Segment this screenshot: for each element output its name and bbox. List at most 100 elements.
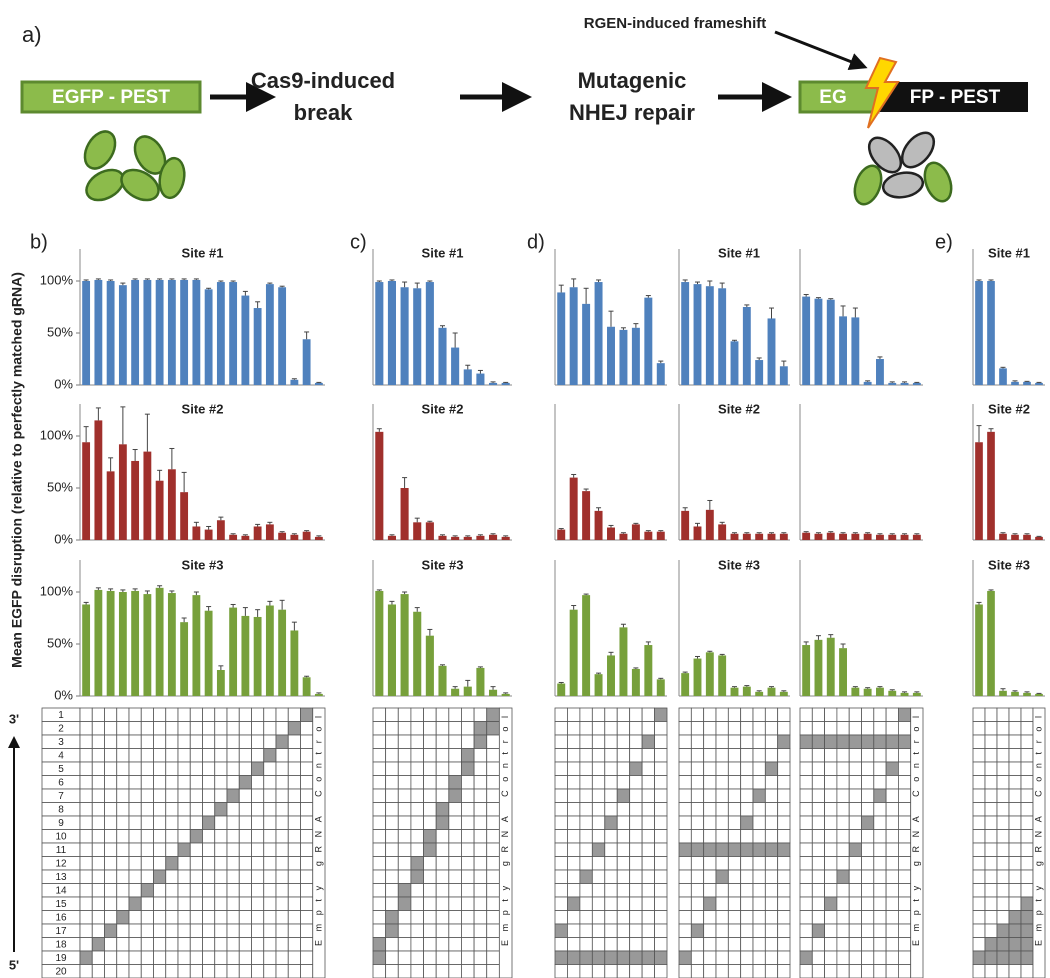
grid-cell bbox=[972, 734, 986, 749]
grid-cell bbox=[263, 842, 277, 857]
grid-cell bbox=[214, 856, 228, 871]
grid-cell bbox=[898, 964, 912, 978]
grid-cell bbox=[727, 869, 742, 884]
grid-cell bbox=[275, 937, 289, 952]
grid-cell bbox=[287, 748, 301, 763]
row-label: 9 bbox=[58, 818, 64, 829]
grid-cell bbox=[226, 964, 240, 978]
grid-cell bbox=[251, 883, 265, 898]
grid-cell bbox=[972, 707, 986, 722]
bar bbox=[1035, 693, 1043, 696]
grid-cell bbox=[140, 721, 154, 736]
grid-cell bbox=[703, 950, 717, 965]
grid-cell bbox=[385, 856, 399, 871]
grid-cell bbox=[984, 788, 998, 803]
grid-cell bbox=[165, 896, 179, 911]
grid-cell bbox=[140, 788, 154, 803]
bar bbox=[463, 536, 472, 540]
bar bbox=[451, 688, 460, 696]
grid-cell bbox=[251, 829, 265, 844]
grid-cell bbox=[604, 734, 618, 749]
bar bbox=[594, 282, 603, 385]
grid-cell bbox=[423, 775, 437, 790]
grid-cell bbox=[189, 923, 203, 938]
grid-cell bbox=[423, 869, 437, 884]
grid-cell bbox=[202, 883, 216, 898]
grid-cell bbox=[752, 829, 766, 844]
grid-cell bbox=[263, 802, 277, 817]
grid-cell bbox=[861, 950, 875, 965]
grid-cell bbox=[579, 707, 593, 722]
grid-cell bbox=[448, 896, 462, 911]
grid-cell bbox=[473, 910, 488, 925]
bar bbox=[779, 691, 788, 696]
grid-cell bbox=[604, 910, 618, 925]
grid-cell bbox=[202, 964, 216, 978]
grid-cell bbox=[140, 869, 154, 884]
grid-cell bbox=[567, 761, 581, 776]
bar bbox=[241, 615, 250, 696]
grid-cell bbox=[836, 802, 850, 817]
bar bbox=[265, 284, 274, 385]
grid-cell bbox=[397, 721, 412, 736]
grid-cell bbox=[740, 788, 754, 803]
grid-cell bbox=[616, 748, 631, 763]
grid-cell bbox=[116, 748, 130, 763]
grid-cell bbox=[116, 815, 130, 830]
grid-cell bbox=[811, 950, 825, 965]
bar bbox=[314, 536, 323, 540]
grid-cell bbox=[1020, 883, 1034, 898]
grid-cell bbox=[873, 748, 887, 763]
grid-cell bbox=[777, 937, 791, 952]
grid-cell bbox=[91, 883, 105, 898]
grid-cell bbox=[678, 815, 692, 830]
grid-cell bbox=[836, 937, 850, 952]
grid-cell bbox=[372, 775, 387, 790]
grid-cell bbox=[764, 950, 779, 965]
grid-cell bbox=[177, 748, 191, 763]
grid-cell bbox=[591, 721, 606, 736]
grid-cell bbox=[885, 856, 899, 871]
egfp-box bbox=[20, 80, 202, 114]
bar bbox=[705, 652, 714, 696]
grid-cell bbox=[873, 923, 887, 938]
grid-cell bbox=[486, 788, 500, 803]
grid-cell bbox=[752, 869, 766, 884]
grid-cell bbox=[461, 788, 475, 803]
panel-label: c) bbox=[350, 231, 367, 253]
bar bbox=[557, 529, 566, 540]
grid-cell bbox=[654, 869, 668, 884]
grid-cell bbox=[79, 910, 93, 925]
grid-cell bbox=[104, 721, 118, 736]
grid-cell bbox=[177, 829, 191, 844]
grid-cell bbox=[604, 721, 618, 736]
grid-cell bbox=[397, 950, 412, 965]
grid-cell bbox=[996, 775, 1010, 790]
bar bbox=[438, 665, 447, 696]
bar bbox=[265, 524, 274, 540]
grid-cell bbox=[79, 788, 93, 803]
bar bbox=[400, 594, 409, 696]
mismatch-cell bbox=[1020, 937, 1034, 952]
grid-cell bbox=[214, 788, 228, 803]
grid-cell bbox=[410, 842, 424, 857]
bar bbox=[375, 431, 384, 540]
grid-cell bbox=[116, 829, 130, 844]
grid-cell bbox=[848, 856, 862, 871]
grid-cell bbox=[604, 775, 618, 790]
grid-cell bbox=[1008, 788, 1022, 803]
grid-cell bbox=[435, 842, 450, 857]
bar bbox=[839, 533, 847, 540]
bar bbox=[1011, 534, 1019, 540]
grid-cell bbox=[898, 950, 912, 965]
grid-cell bbox=[984, 748, 998, 763]
grid-cell bbox=[1008, 896, 1022, 911]
grid-cell bbox=[140, 707, 154, 722]
grid-cell bbox=[238, 761, 252, 776]
grid-cell bbox=[727, 964, 742, 978]
grid-cell bbox=[238, 869, 252, 884]
bar bbox=[413, 522, 422, 540]
bar bbox=[180, 492, 189, 540]
control-label: Empty gRNA Control bbox=[313, 716, 323, 946]
